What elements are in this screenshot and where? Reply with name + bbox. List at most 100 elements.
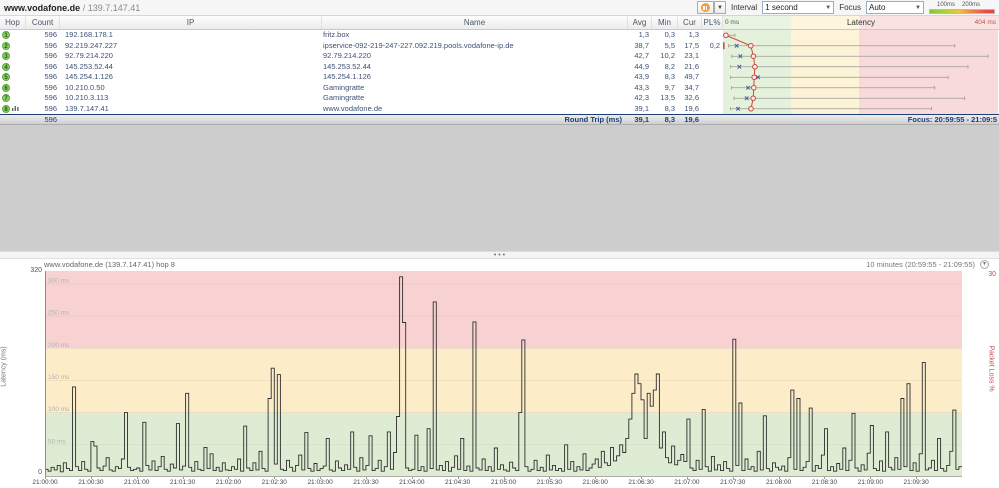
hop-cell: 5	[0, 73, 26, 82]
cur-cell: 32,6	[684, 93, 699, 102]
hop-cell: 4	[0, 62, 26, 71]
target-ip: 139.7.147.41	[87, 2, 141, 13]
x-tick-label: 21:01:30	[169, 479, 196, 486]
hop-number-badge: 1	[2, 31, 10, 40]
chart-title: www.vodafone.de (139.7.147.41) hop 8	[44, 260, 175, 269]
x-tick-mark	[136, 477, 138, 479]
x-tick-mark	[870, 477, 872, 479]
hop-cell: 7	[0, 94, 26, 103]
x-tick-mark	[320, 477, 322, 479]
cur-cell: 34,7	[684, 82, 699, 92]
focus-select[interactable]: Auto ▼	[866, 1, 924, 14]
trace-row[interactable]: 5 596 145.254.1.126 145.254.1.126 43,9 8,3 49,…	[0, 72, 999, 83]
count-cell: 596	[44, 61, 57, 71]
min-cell: 8,3	[664, 103, 675, 113]
ip-cell: 145.254.1.126	[65, 72, 113, 81]
graphed-hop-icon	[12, 104, 19, 115]
latency-scale-legend: 100ms 200ms	[929, 2, 995, 14]
ip-cell: 10.210.3.113	[65, 93, 109, 102]
trace-row[interactable]: 8 596 139.7.147.41 www.vodafone.de 39,1 8,3 19…	[0, 104, 999, 115]
x-tick-label: 21:06:30	[628, 479, 654, 486]
ip-cell: 145.253.52.44	[65, 61, 113, 71]
min-cell: 8,3	[664, 72, 675, 81]
x-tick-mark	[274, 477, 276, 479]
column-header-avg[interactable]: Avg	[628, 16, 652, 29]
target-title: www.vodafone.de / 139.7.147.41	[4, 3, 140, 13]
ip-cell: 92.79.214.220	[65, 51, 113, 60]
cur-cell: 49,7	[684, 72, 699, 81]
avg-cell: 44,9	[634, 61, 649, 71]
svg-text:100 ms: 100 ms	[48, 406, 70, 413]
footer-cur: 19,6	[684, 115, 699, 124]
column-header-count[interactable]: Count	[26, 16, 60, 29]
interval-select[interactable]: 1 second ▼	[762, 1, 835, 14]
x-tick-mark	[824, 477, 826, 479]
latency-column-title: Latency	[846, 18, 876, 27]
packet-loss-max: 30	[988, 271, 996, 278]
pause-button[interactable]	[696, 1, 714, 14]
toolbar-controls: ▼ Interval 1 second ▼ Focus Auto ▼ 100ms…	[696, 1, 995, 14]
column-header-hop[interactable]: Hop	[0, 16, 26, 29]
avg-cell: 43,9	[634, 72, 649, 81]
name-cell: ipservice-092-219-247-227.092.219.pools.…	[323, 40, 514, 50]
avg-cell: 42,3	[634, 93, 649, 102]
x-tick-mark	[778, 477, 780, 479]
trace-row[interactable]: 2 596 92.219.247.227 ipservice-092-219-247-…	[0, 41, 999, 52]
svg-text:150 ms: 150 ms	[48, 374, 70, 381]
packet-loss-label: Packet Loss %	[987, 345, 995, 392]
count-cell: 596	[44, 72, 57, 81]
column-header-name[interactable]: Name	[322, 16, 628, 29]
x-tick-label: 21:08:00	[765, 479, 792, 486]
trace-row[interactable]: 4 596 145.253.52.44 145.253.52.44 44,9 8,2 21,…	[0, 62, 999, 73]
cur-cell: 23,1	[684, 51, 699, 60]
chevron-down-icon[interactable]: ▼	[980, 260, 989, 269]
focus-label: Focus	[839, 3, 861, 12]
column-header-pl[interactable]: PL%	[702, 16, 723, 29]
column-header-min[interactable]: Min	[652, 16, 678, 29]
round-trip-label: Round Trip (ms)	[564, 115, 623, 124]
footer-min: 8,3	[664, 115, 675, 124]
x-tick-label: 21:05:30	[536, 479, 562, 486]
svg-text:200 ms: 200 ms	[48, 342, 70, 349]
hop-cell: 3	[0, 52, 26, 61]
splitter-handle[interactable]: • • •	[0, 251, 999, 259]
chart-range-selector[interactable]: 10 minutes (20:59:55 - 21:09:55)	[866, 260, 975, 269]
pause-options-button[interactable]: ▼	[713, 1, 726, 14]
focus-value: Auto	[869, 3, 886, 12]
hop-number-badge: 8	[2, 104, 10, 113]
latency-column-header[interactable]: 0 ms Latency 404 ms	[723, 16, 999, 29]
svg-text:300 ms: 300 ms	[48, 277, 70, 284]
hop-cell: 6	[0, 83, 26, 92]
x-tick-mark	[45, 477, 46, 479]
plot-area[interactable]: 300 ms 250 ms 200 ms 150 ms 100 ms 50 ms	[45, 271, 962, 477]
count-cell: 596	[44, 51, 57, 60]
cur-cell: 17,5	[684, 40, 699, 50]
x-tick-mark	[503, 477, 505, 479]
x-tick-mark	[228, 477, 230, 479]
dots-icon: • • •	[493, 252, 506, 259]
min-cell: 9,7	[664, 82, 675, 92]
trace-row[interactable]: 3 596 92.79.214.220 92.79.214.220 42,7 10,2 23…	[0, 51, 999, 62]
x-tick-label: 21:07:00	[674, 479, 700, 486]
trace-row[interactable]: 6 596 10.210.0.50 Gamingratte 43,3 9,7 34,7	[0, 83, 999, 94]
x-tick-label: 21:05:00	[490, 479, 517, 486]
count-cell: 596	[44, 30, 57, 39]
hop-cell: 2	[0, 41, 26, 50]
chevron-down-icon: ▼	[716, 4, 723, 11]
svg-text:250 ms: 250 ms	[48, 310, 70, 317]
avg-cell: 38,7	[634, 40, 649, 50]
cur-cell: 1,3	[688, 30, 699, 39]
column-header-ip[interactable]: IP	[60, 16, 322, 29]
scale-label-100ms: 100ms	[937, 1, 956, 8]
x-tick-label: 21:01:00	[124, 479, 150, 486]
avg-cell: 1,3	[638, 30, 649, 39]
min-cell: 0,3	[664, 30, 675, 39]
trace-row[interactable]: 1 596 192.168.178.1 fritz.box 1,3 0,3 1,3	[0, 30, 999, 41]
x-tick-mark	[686, 477, 688, 479]
trace-row[interactable]: 7 596 10.210.3.113 Gamingratte 42,3 13,5 32,6	[0, 93, 999, 104]
avg-cell: 39,1	[634, 103, 649, 113]
x-tick-label: 21:02:30	[261, 479, 287, 486]
column-header-cur[interactable]: Cur	[678, 16, 702, 29]
min-cell: 10,2	[660, 51, 675, 60]
min-cell: 13,5	[660, 93, 675, 102]
